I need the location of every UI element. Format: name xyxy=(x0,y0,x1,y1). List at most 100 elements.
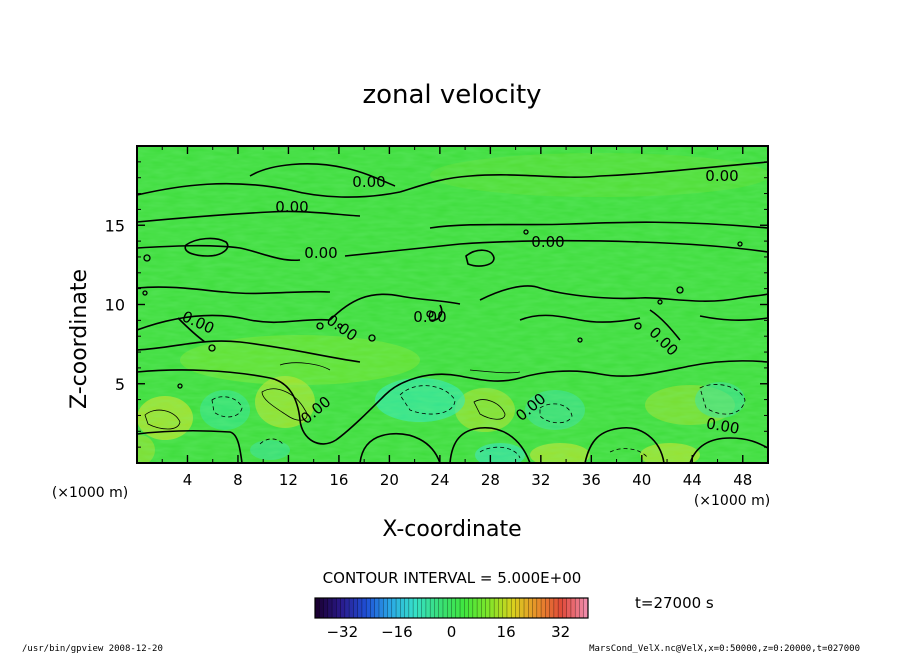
colorbar-cell xyxy=(566,598,572,618)
colorbar-cell xyxy=(562,598,568,618)
contour-label: 0.00 xyxy=(705,414,741,438)
x-tick-label: 8 xyxy=(233,471,243,489)
colorbar-cell xyxy=(332,598,337,618)
x-unit-label: (×1000 m) xyxy=(694,493,770,509)
colorbar-cell xyxy=(468,598,474,618)
colorbar-cell xyxy=(528,598,534,618)
colorbar-cell xyxy=(374,598,380,618)
colorbar-cell xyxy=(391,598,397,618)
secondary-contours xyxy=(144,362,521,430)
colorbar-cell xyxy=(570,598,576,618)
colorbar-cell xyxy=(383,598,389,618)
y-axis: 5 10 15 xyxy=(105,161,768,448)
x-tick-label: 4 xyxy=(183,471,193,489)
colorbar-cell xyxy=(583,598,589,618)
colorbar xyxy=(314,597,589,619)
colorbar-cell xyxy=(549,598,555,618)
colorbar-cell xyxy=(434,598,440,618)
colorbar-cell xyxy=(451,598,457,618)
colorbar-cell xyxy=(413,598,418,618)
colorbar-tick-label: −16 xyxy=(381,623,413,641)
z-unit-label: (×1000 m) xyxy=(52,485,128,501)
contour-label: 0.00 xyxy=(304,244,337,262)
colorbar-cell xyxy=(536,598,542,618)
colorbar-cell xyxy=(421,598,427,618)
colorbar-cell xyxy=(575,598,580,618)
footer-right: MarsCond_VelX.nc@VelX,x=0:50000,z=0:2000… xyxy=(589,644,860,654)
colorbar-cell xyxy=(344,598,350,618)
colorbar-cell xyxy=(404,598,410,618)
colorbar-cell xyxy=(315,598,320,618)
x-tick-label: 40 xyxy=(632,471,651,489)
y-axis-label: Z-coordinate xyxy=(67,269,92,409)
colorbar-tick-label: −32 xyxy=(326,623,358,641)
time-label: t=27000 s xyxy=(635,594,714,612)
colorbar-tick-label: 16 xyxy=(497,623,516,641)
colorbar-cell xyxy=(319,598,325,618)
contour-label: 0.00 xyxy=(705,167,738,185)
contour-label: 0.00 xyxy=(275,198,308,216)
footer-left: /usr/bin/gpview 2008-12-20 xyxy=(22,644,163,654)
colorbar-cell xyxy=(336,598,342,618)
colorbar-cell xyxy=(370,598,376,618)
colorbar-cell xyxy=(349,598,354,618)
plot-area: 0.000.000.000.000.000.00 0.00 0.000.00 0.00… xyxy=(137,146,768,463)
colorbar-cell xyxy=(327,598,333,618)
x-tick-label: 48 xyxy=(733,471,752,489)
y-tick-label: 15 xyxy=(105,216,125,235)
contour-lines xyxy=(137,161,768,463)
chart-title: zonal velocity xyxy=(362,80,541,110)
negative-contours xyxy=(211,384,746,459)
colorbar-cell xyxy=(447,598,452,618)
colorbar-cell xyxy=(558,598,563,618)
colorbar-cell xyxy=(353,598,359,618)
colorbar-cell xyxy=(532,598,538,618)
colorbar-cell xyxy=(425,598,431,618)
colorbar-cell xyxy=(498,598,504,618)
x-tick-label: 16 xyxy=(329,471,348,489)
x-tick-label: 44 xyxy=(683,471,702,489)
colorbar-cell xyxy=(366,598,371,618)
colorbar-cell xyxy=(485,598,491,618)
colorbar-cell xyxy=(541,598,546,618)
colorbar-cell xyxy=(408,598,414,618)
colorbar-cell xyxy=(524,598,529,618)
x-tick-label: 12 xyxy=(279,471,298,489)
x-tick-label: 32 xyxy=(531,471,550,489)
colorbar-cell xyxy=(506,598,512,618)
contour-label: 0.00 xyxy=(413,308,446,326)
colorbar-cell xyxy=(357,598,363,618)
colorbar-cell xyxy=(442,598,448,618)
contour-interval-label: CONTOUR INTERVAL = 5.000E+00 xyxy=(323,569,582,587)
x-axis-label: X-coordinate xyxy=(382,517,521,542)
colorbar-cell xyxy=(502,598,508,618)
field-texture xyxy=(137,146,768,463)
colorbar-cell xyxy=(511,598,516,618)
colorbar-cell xyxy=(455,598,461,618)
colorbar-tick-label: 32 xyxy=(551,623,570,641)
colorbar-cell xyxy=(438,598,444,618)
colorbar-cell xyxy=(387,598,393,618)
colorbar-cell xyxy=(323,598,329,618)
x-tick-label: 24 xyxy=(430,471,449,489)
colorbar-frame xyxy=(314,597,589,619)
x-tick-label: 28 xyxy=(481,471,500,489)
colorbar-cell xyxy=(464,598,470,618)
colorbar-cell xyxy=(472,598,478,618)
colorbar-cell xyxy=(378,598,384,618)
colorbar-tick-label: 0 xyxy=(447,623,457,641)
colorbar-cell xyxy=(460,598,465,618)
colorbar-cell xyxy=(417,598,423,618)
colorbar-cell xyxy=(396,598,401,618)
colorbar-cell xyxy=(340,598,346,618)
colorbar-cell xyxy=(477,598,482,618)
x-tick-label: 36 xyxy=(582,471,601,489)
colorbar-cell xyxy=(553,598,559,618)
contour-label: 0.00 xyxy=(531,233,564,251)
colorbar-cell xyxy=(519,598,525,618)
colorbar-ticks: −32 −16 0 16 32 xyxy=(326,623,570,641)
colorbar-cell xyxy=(400,598,406,618)
colorbar-cell xyxy=(489,598,495,618)
y-tick-label: 10 xyxy=(105,296,125,315)
